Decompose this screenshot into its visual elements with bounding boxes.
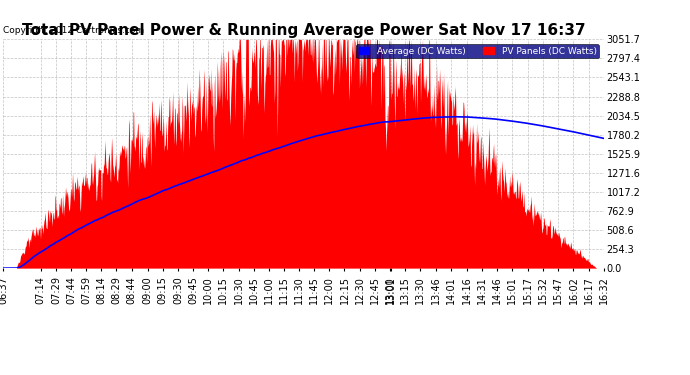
Text: Copyright 2012 Cartronics.com: Copyright 2012 Cartronics.com [3, 26, 145, 35]
Legend: Average (DC Watts), PV Panels (DC Watts): Average (DC Watts), PV Panels (DC Watts) [356, 44, 599, 58]
Title: Total PV Panel Power & Running Average Power Sat Nov 17 16:37: Total PV Panel Power & Running Average P… [22, 23, 585, 38]
